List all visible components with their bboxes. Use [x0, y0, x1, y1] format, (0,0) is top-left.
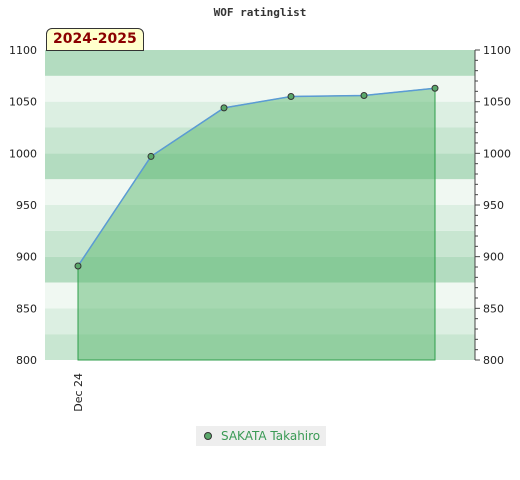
y-tick-label-right: 950	[483, 199, 504, 212]
x-tick-label: Dec 24	[72, 373, 85, 412]
y-tick-label-left: 900	[16, 251, 37, 264]
series-group	[74, 84, 439, 361]
season-label: 2024-2025	[46, 28, 144, 51]
legend-label: SAKATA Takahiro	[221, 429, 321, 443]
y-tick-label-left: 1050	[9, 96, 37, 109]
series-line	[77, 87, 436, 267]
y-tick-label-left: 950	[16, 199, 37, 212]
background-band	[45, 50, 475, 76]
data-point	[220, 104, 228, 112]
x-axis: Dec 24	[72, 373, 85, 412]
y-axis-right: 800 850 900 950 1000 1050 1100	[474, 44, 511, 367]
data-point	[431, 84, 439, 92]
data-point	[360, 91, 368, 99]
y-tick-label-right: 900	[483, 251, 504, 264]
y-tick-label-right: 800	[483, 354, 504, 367]
data-point	[74, 262, 82, 270]
y-tick-label-right: 850	[483, 302, 504, 315]
y-tick-label-right: 1100	[483, 44, 511, 57]
data-point	[147, 152, 155, 160]
y-tick-label-right: 1050	[483, 96, 511, 109]
legend-marker-icon	[204, 432, 212, 440]
data-point	[287, 93, 295, 100]
y-tick-label-left: 1100	[9, 44, 37, 57]
chart-title: WOF ratinglist	[213, 6, 307, 19]
y-axis-left: 800 850 900 950 1000 1050 1100	[9, 44, 37, 367]
y-tick-label-right: 1000	[483, 147, 511, 160]
y-tick-label-left: 1000	[9, 147, 37, 160]
legend: SAKATA Takahiro	[196, 426, 326, 446]
y-tick-label-left: 800	[16, 354, 37, 367]
y-tick-label-left: 850	[16, 302, 37, 315]
